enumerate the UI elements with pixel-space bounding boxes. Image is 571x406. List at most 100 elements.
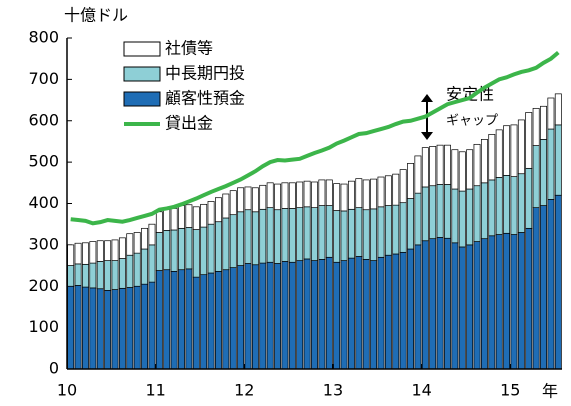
- bar-segment: [451, 149, 459, 190]
- bar-segment: [517, 119, 525, 175]
- bar-segment: [148, 244, 156, 283]
- bar-segment: [495, 129, 503, 178]
- bar-segment: [554, 194, 562, 370]
- bar-segment: [399, 202, 407, 253]
- bar-segment: [192, 229, 200, 278]
- bar-segment: [222, 217, 230, 271]
- bar-segment: [303, 258, 311, 370]
- y-tick-label: 0: [49, 359, 59, 378]
- bar-segment: [473, 185, 481, 242]
- bar-segment: [495, 177, 503, 235]
- bar-segment: [325, 205, 333, 258]
- bar-segment: [178, 269, 185, 370]
- bar-segment: [347, 208, 355, 259]
- bar-segment: [517, 232, 525, 370]
- bar-segment: [200, 226, 208, 276]
- bar-segment: [111, 239, 119, 261]
- bar-segment: [251, 264, 259, 370]
- bar-segment: [118, 237, 126, 259]
- bar-segment: [510, 124, 518, 177]
- bar-segment: [429, 146, 437, 187]
- bar-segment: [384, 254, 392, 370]
- bar-segment: [67, 265, 75, 287]
- bar-segment: [251, 187, 259, 213]
- bar-segment: [266, 182, 274, 208]
- bar-segment: [333, 183, 341, 211]
- bar-segment: [325, 256, 333, 370]
- bar-segment: [466, 188, 474, 246]
- unit-label: 十億ドル: [64, 6, 128, 25]
- bar-segment: [281, 182, 289, 209]
- bar-segment: [163, 230, 171, 271]
- bar-segment: [148, 223, 156, 246]
- bar-segment: [185, 204, 193, 228]
- x-tick-label: 11: [145, 381, 165, 400]
- legend-label: 中長期円投: [165, 64, 245, 83]
- bar-segment: [133, 285, 141, 370]
- bar-segment: [311, 260, 318, 370]
- bar-segment: [288, 182, 296, 209]
- y-tick-label: 700: [28, 69, 59, 88]
- bar-segment: [259, 262, 267, 370]
- bar-segment: [532, 107, 540, 146]
- bar-segment: [303, 206, 311, 260]
- bar-segment: [185, 268, 193, 370]
- bar-segment: [407, 163, 414, 199]
- bar-segment: [244, 186, 252, 211]
- bar-segment: [503, 125, 511, 176]
- y-tick-label: 400: [28, 193, 59, 212]
- bar-segment: [525, 227, 533, 370]
- bar-segment: [111, 260, 119, 290]
- bar-segment: [458, 151, 466, 192]
- bar-segment: [466, 149, 474, 190]
- bar-segment: [362, 259, 370, 370]
- bar-segment: [281, 261, 289, 370]
- bar-segment: [74, 242, 82, 265]
- bar-segment: [74, 285, 82, 370]
- x-tick-label: 14: [411, 381, 431, 400]
- bar-segment: [466, 244, 474, 370]
- bar-segment: [178, 227, 185, 271]
- bar-segment: [133, 232, 141, 254]
- bar-segment: [370, 260, 378, 370]
- bar-segment: [229, 267, 237, 370]
- bar-segment: [170, 229, 178, 272]
- bar-segment: [155, 270, 163, 370]
- bar-segment: [274, 183, 282, 211]
- bar-segment: [414, 192, 422, 246]
- x-tick-label: 13: [323, 381, 343, 400]
- y-tick-label: 300: [28, 234, 59, 253]
- bar-segment: [296, 181, 304, 208]
- bar-segment: [104, 260, 112, 291]
- bar-segment: [444, 237, 451, 370]
- bar-segment: [340, 260, 348, 370]
- bar-segment: [318, 259, 326, 370]
- bar-segment: [436, 237, 444, 370]
- bar-segment: [244, 263, 252, 370]
- x-tick-label: 12: [234, 381, 254, 400]
- bar-segment: [303, 180, 311, 208]
- bar-segment: [237, 211, 245, 266]
- bar-segment: [192, 206, 200, 230]
- bar-segment: [126, 254, 134, 288]
- bar-segment: [540, 105, 547, 140]
- bar-segment: [473, 241, 481, 370]
- bar-segment: [540, 205, 547, 370]
- bar-segment: [259, 208, 267, 264]
- bar-segment: [495, 234, 503, 370]
- bar-segment: [384, 175, 392, 206]
- bar-segment: [170, 271, 178, 370]
- bar-segment: [377, 176, 385, 208]
- y-tick-label: 600: [28, 110, 59, 129]
- bar-segment: [178, 205, 185, 229]
- bar-segment: [370, 208, 378, 261]
- y-tick-label: 500: [28, 152, 59, 171]
- bar-segment: [82, 286, 89, 370]
- bar-segment: [480, 139, 488, 184]
- bar-segment: [288, 208, 296, 263]
- bar-segment: [377, 256, 385, 370]
- bar-segment: [458, 190, 466, 248]
- bar-segment: [111, 289, 119, 370]
- bar-segment: [444, 144, 451, 185]
